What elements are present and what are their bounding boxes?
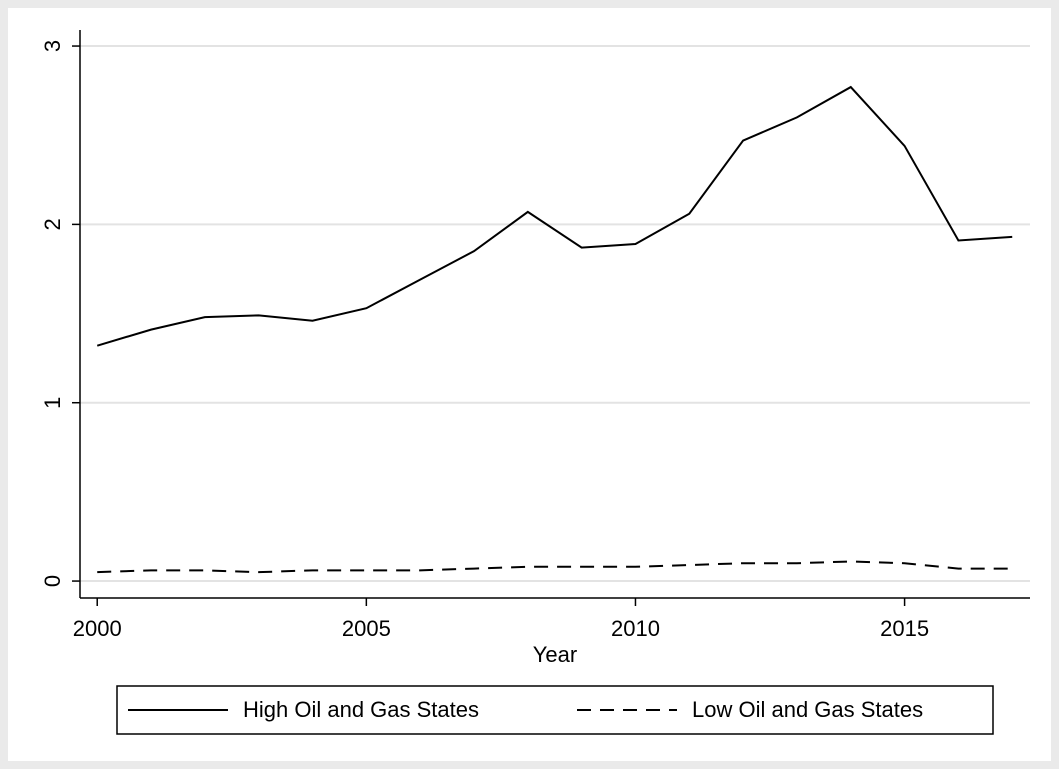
y-tick-label: 0 bbox=[40, 575, 65, 587]
x-axis-label: Year bbox=[533, 642, 577, 667]
series-line bbox=[97, 560, 1013, 574]
x-tick-label: 2000 bbox=[73, 616, 122, 641]
y-tick-label: 2 bbox=[40, 218, 65, 230]
y-tick-label: 1 bbox=[40, 397, 65, 409]
series-line bbox=[96, 85, 1013, 347]
x-tick-label: 2015 bbox=[880, 616, 929, 641]
legend-label: Low Oil and Gas States bbox=[692, 697, 923, 722]
legend-label: High Oil and Gas States bbox=[243, 697, 479, 722]
y-tick-label: 3 bbox=[40, 40, 65, 52]
legend-box bbox=[116, 685, 994, 735]
x-tick-label: 2005 bbox=[342, 616, 391, 641]
x-tick-label: 2010 bbox=[611, 616, 660, 641]
graph-region bbox=[8, 8, 1051, 761]
